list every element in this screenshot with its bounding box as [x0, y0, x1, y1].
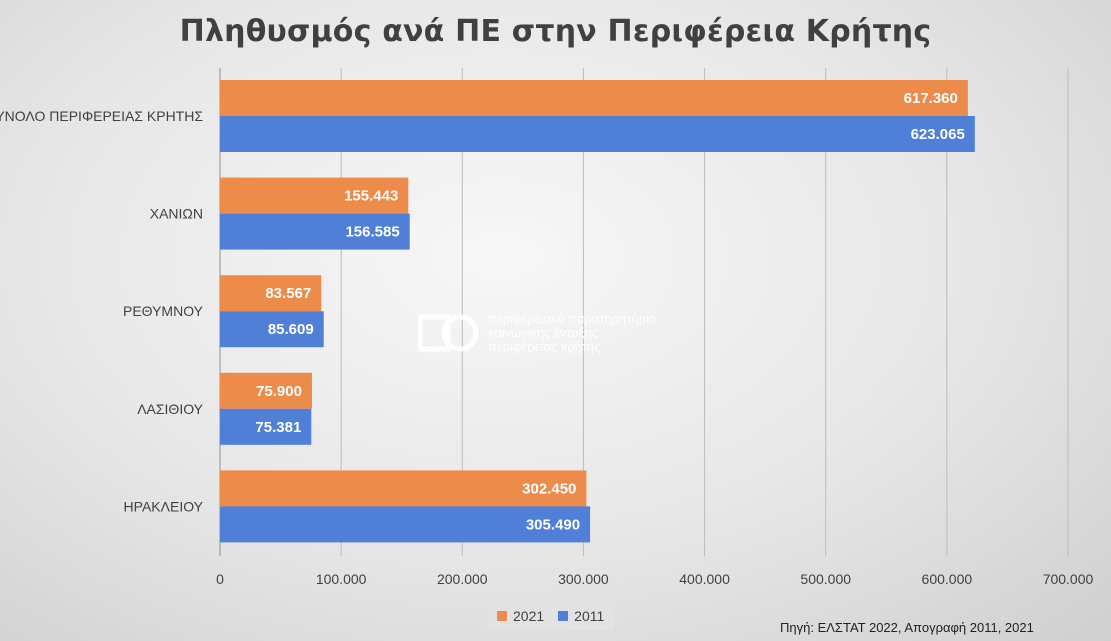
bar-2021	[220, 177, 409, 214]
legend-swatch-2021	[497, 611, 507, 621]
legend-swatch-2011	[558, 611, 569, 621]
x-tick-label: 0	[216, 571, 224, 587]
bar-2021	[220, 275, 322, 312]
data-label-2011: 85.609	[268, 321, 314, 338]
x-tick-label: 400.000	[679, 571, 730, 587]
category-label: ΣΥΝΟΛΟ ΠΕΡΙΦΕΡΕΙΑΣ ΚΡΗΤΗΣ	[0, 108, 203, 124]
category-label: ΡΕΘΥΜΝΟΥ	[123, 303, 204, 319]
x-tick-label: 100.000	[316, 571, 367, 587]
x-tick-label: 600.000	[922, 571, 973, 587]
x-tick-label: 200.000	[437, 571, 488, 587]
legend-label-2021: 2021	[513, 608, 545, 624]
data-label-2021: 83.567	[265, 285, 311, 302]
bar-2011	[220, 311, 324, 348]
data-label-2011: 75.381	[255, 419, 301, 436]
data-label-2011: 156.585	[345, 224, 399, 241]
watermark-text: περιφερειακό παρατηρητήριο κοινωνικής έν…	[488, 312, 656, 354]
data-label-2021: 617.360	[904, 90, 958, 107]
data-label-2021: 75.900	[256, 383, 302, 400]
chart-title: Πληθυσμός ανά ΠΕ στην Περιφέρεια Κρήτης	[179, 14, 932, 49]
bar-2011	[220, 408, 312, 445]
data-label-2021: 302.450	[522, 480, 576, 497]
watermark-line-1: περιφερειακό παρατηρητήριο	[488, 311, 657, 326]
legend-item-2011: 2011	[558, 608, 604, 624]
data-label-2011: 305.490	[526, 516, 580, 533]
data-label-2011: 623.065	[911, 126, 965, 143]
bar-2021	[220, 470, 587, 507]
legend-item-2021: 2021	[497, 608, 544, 624]
bar-2011	[220, 506, 591, 543]
logo-icon	[418, 314, 479, 352]
bar-2021	[220, 372, 312, 409]
legend: 2021 2011	[487, 602, 615, 630]
category-label: ΧΑΝΙΩΝ	[150, 206, 203, 222]
bar-2011	[220, 116, 975, 152]
watermark-line-2: κοινωνικής ένταξης	[488, 325, 599, 340]
legend-label-2011: 2011	[574, 608, 605, 624]
watermark-line-3: περιφέρειας κρήτης	[488, 339, 601, 354]
watermark-logo: περιφερειακό παρατηρητήριο κοινωνικής έν…	[418, 312, 656, 354]
category-label: ΛΑΣΙΘΙΟΥ	[137, 401, 203, 417]
x-tick-label: 500.000	[800, 571, 851, 587]
data-label-2021: 155.443	[344, 188, 398, 205]
x-tick-label: 700.000	[1043, 571, 1094, 587]
category-label: ΗΡΑΚΛΕΙΟΥ	[124, 498, 204, 514]
bar-2011	[220, 213, 410, 250]
bar-2021	[220, 80, 968, 116]
source-note: Πηγή: ΕΛΣΤΑΤ 2022, Απογραφή 2011, 2021	[780, 620, 1034, 635]
x-tick-label: 300.000	[558, 571, 609, 587]
